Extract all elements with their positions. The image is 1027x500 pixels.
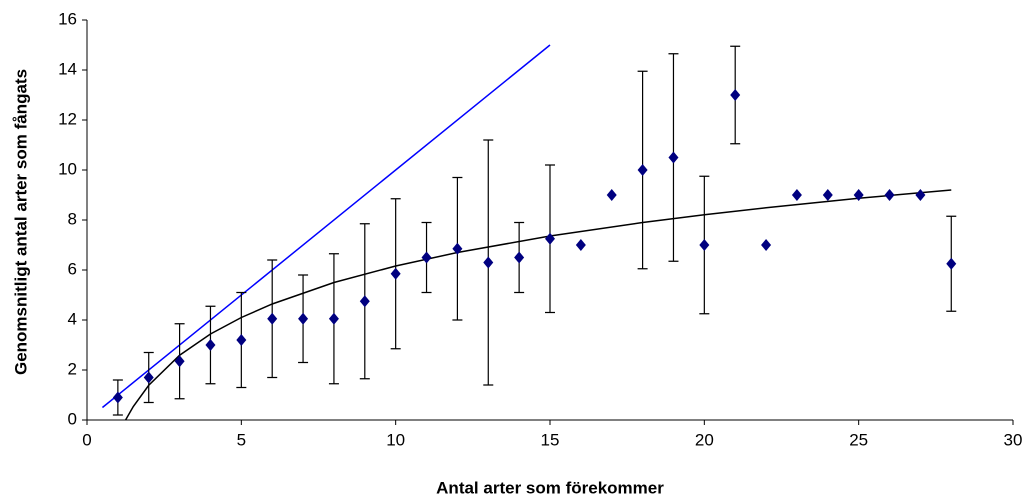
y-tick-label: 8 [68,209,77,228]
point [915,189,926,201]
point [884,189,895,201]
y-tick-label: 14 [58,59,77,78]
point [514,251,525,264]
y-tick-label: 0 [68,409,77,428]
point [637,164,648,176]
y-tick-label: 6 [68,259,77,278]
trend-line [101,44,551,409]
y-tick-label: 10 [58,159,77,178]
point [452,242,463,255]
point [668,151,679,164]
point [791,189,802,201]
point [205,339,216,351]
y-tick-label: 2 [68,359,77,378]
point [421,251,432,264]
point [236,334,247,346]
point [575,239,586,251]
point [390,267,401,280]
point [267,312,278,325]
x-tick-label: 0 [82,430,91,449]
y-axis-label: Genomsnitligt antal arter som fångats [11,69,30,375]
point [112,391,123,404]
point [174,355,185,368]
point [822,189,833,201]
point [328,312,339,325]
x-tick-label: 20 [695,430,714,449]
y-tick-label: 4 [68,309,77,328]
x-tick-label: 15 [541,430,560,449]
point [298,312,309,325]
y-tick-label: 16 [58,9,77,28]
x-axis-label: Antal arter som förekommer [436,478,664,497]
point [545,232,555,245]
x-tick-label: 30 [1004,430,1023,449]
x-tick-label: 25 [849,430,868,449]
point [699,239,710,251]
point [606,189,617,201]
point [359,295,370,308]
point [946,257,957,270]
trend-line [124,189,952,421]
x-tick-label: 5 [237,430,246,449]
point [761,239,772,251]
point [730,89,741,101]
x-tick-label: 10 [386,430,405,449]
point [143,371,154,384]
point [483,256,494,269]
point [853,189,864,201]
y-tick-label: 12 [58,109,77,128]
